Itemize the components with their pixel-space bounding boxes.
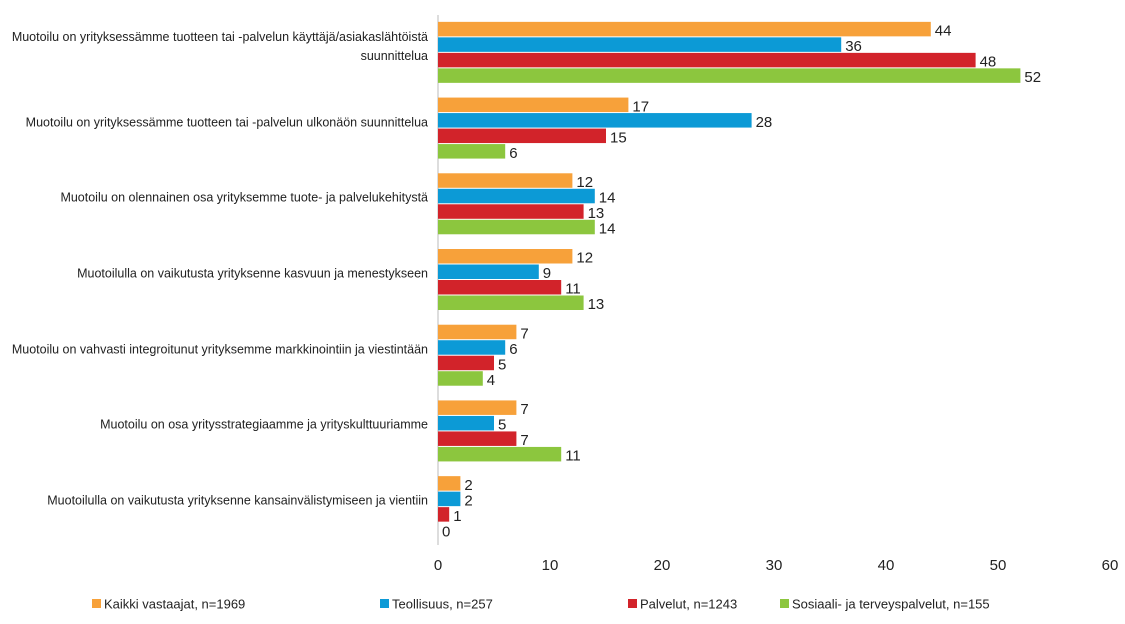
data-label: 17 [632, 98, 649, 115]
category-label: Muotoilu on vahvasti integroitunut yrity… [11, 342, 428, 357]
bar [438, 415, 494, 431]
data-label: 2 [464, 477, 472, 494]
data-label: 36 [845, 38, 862, 55]
bar [438, 249, 573, 264]
data-label: 48 [980, 54, 997, 71]
bar [438, 128, 606, 144]
bar [438, 21, 931, 37]
data-label: 12 [576, 250, 593, 267]
category-label: Muotoilulla on vaikutusta yrityksenne ka… [77, 266, 428, 281]
legend-label: Sosiaali- ja terveyspalvelut, n=155 [792, 596, 990, 611]
data-label: 44 [935, 23, 952, 40]
x-tick-label: 50 [990, 557, 1007, 574]
bar [438, 507, 450, 522]
data-label: 0 [442, 523, 450, 540]
data-label: 7 [520, 432, 528, 449]
data-label: 11 [565, 281, 581, 298]
bar [438, 37, 842, 52]
x-tick-label: 30 [766, 557, 783, 574]
legend-swatch [780, 599, 789, 608]
category-label: Muotoilu on yrityksessämme tuotteen tai … [25, 115, 428, 130]
x-tick-label: 60 [1102, 557, 1119, 574]
data-label: 7 [520, 325, 528, 342]
data-label: 13 [588, 205, 605, 222]
legend-swatch [628, 599, 637, 608]
data-label: 28 [756, 114, 773, 131]
data-label: 1 [453, 508, 461, 525]
bar [438, 340, 506, 355]
data-label: 9 [543, 265, 551, 282]
bar [438, 204, 584, 219]
bar [438, 97, 629, 113]
category-label: Muotoilulla on vaikutusta yrityksenne ka… [47, 493, 428, 508]
data-label: 2 [464, 492, 472, 509]
bar [438, 52, 976, 68]
bar [438, 188, 595, 204]
bar [438, 68, 1021, 83]
legend-label: Teollisuus, n=257 [392, 596, 493, 611]
data-label: 13 [588, 296, 605, 313]
data-label: 14 [599, 190, 616, 207]
data-label: 12 [576, 174, 593, 191]
bar [438, 173, 573, 188]
bar [438, 219, 595, 235]
category-label: Muotoilu on olennainen osa yrityksemme t… [60, 190, 428, 205]
category-label: Muotoilu on osa yritysstrategiaamme ja y… [100, 417, 428, 432]
data-label: 4 [487, 372, 495, 389]
data-label: 15 [610, 129, 627, 146]
bar [438, 324, 517, 340]
legend-swatch [380, 599, 389, 608]
data-label: 6 [509, 341, 517, 358]
data-label: 5 [498, 417, 506, 434]
bar [438, 295, 584, 310]
bar [438, 355, 494, 371]
x-tick-label: 40 [878, 557, 895, 574]
bar [438, 476, 461, 491]
bar [438, 371, 483, 386]
x-tick-label: 20 [654, 557, 671, 574]
legend-label: Kaikki vastaajat, n=1969 [104, 596, 245, 611]
bar [438, 446, 562, 462]
category-label: Muotoilu on yrityksessämme tuotteen tai … [11, 29, 428, 63]
legend-swatch [92, 599, 101, 608]
bar [438, 280, 562, 295]
bar [438, 400, 517, 415]
bar [438, 264, 539, 279]
data-label: 5 [498, 356, 506, 373]
bar [438, 491, 461, 507]
data-label: 14 [599, 221, 616, 238]
legend-label: Palvelut, n=1243 [640, 596, 737, 611]
data-label: 52 [1024, 69, 1041, 86]
x-tick-label: 10 [542, 557, 559, 574]
x-tick-label: 0 [434, 557, 442, 574]
bar [438, 113, 752, 128]
data-label: 11 [565, 448, 581, 465]
bar [438, 144, 506, 159]
bar [438, 431, 517, 446]
data-label: 6 [509, 145, 517, 162]
data-label: 7 [520, 401, 528, 418]
